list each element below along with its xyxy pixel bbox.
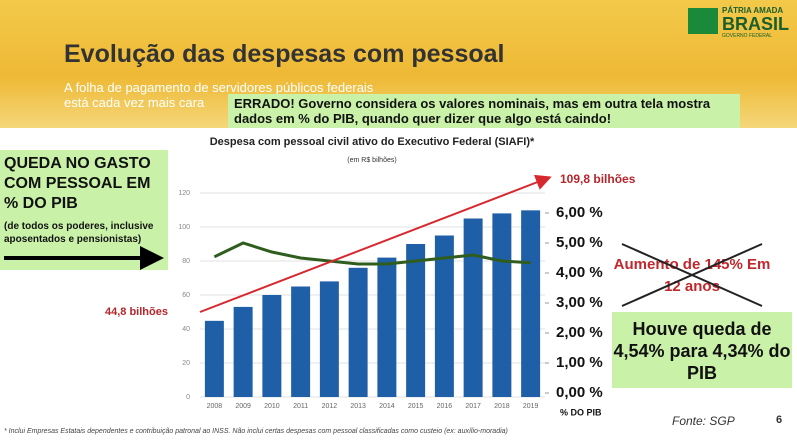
logo-top: PÁTRIA AMADA [722,6,784,15]
x-tick-label: 2019 [523,403,539,410]
line [213,241,531,266]
y-tick-label: 120 [178,190,190,197]
y-tick-label: 100 [178,224,190,231]
y-tick-label: 80 [182,258,190,265]
bar [348,267,368,397]
source: Fonte: SGP [672,414,735,428]
y2-axis-label: % DO PIB [560,407,602,417]
bar [492,213,512,397]
bar [204,320,224,397]
slide-title: Evolução das despesas com pessoal [64,40,505,68]
cross-line [621,243,763,307]
bar [463,218,483,397]
bar [319,281,339,397]
annotation: 44,8 bilhões [105,306,168,318]
bar [262,295,282,397]
page-number: 6 [776,414,783,426]
y2-tick-label: 5,00 % [556,234,603,251]
x-tick-label: 2008 [207,403,223,410]
y2-tick-label: 4,00 % [556,264,603,281]
x-tick-label: 2012 [322,403,338,410]
bar [291,286,311,397]
y2-tick-label: 0,00 % [556,384,603,401]
y2-tick-label: 2,00 % [556,324,603,341]
x-tick-label: 2009 [235,403,251,410]
left-heading: QUEDA NO GASTO COM PESSOAL EM % DO PIB [4,155,151,212]
bar [377,257,397,397]
x-tick-label: 2014 [379,403,395,410]
x-tick-label: 2017 [465,403,481,410]
trend-arrow [199,174,552,313]
x-tick-label: 2010 [264,403,280,410]
x-tick-label: 2015 [408,403,424,410]
slide-subtitle: A folha de pagamento de servidores públi… [64,80,374,110]
annotation: 109,8 bilhões [560,172,636,186]
y-tick-label: 40 [182,326,190,333]
bar [233,306,253,397]
conclusion: Houve queda de 4,54% para 4,34% do PIB [613,319,791,383]
chart-subtitle: (em R$ bilhões) [347,157,396,164]
y-tick-label: 0 [186,394,190,401]
x-tick-label: 2018 [494,403,510,410]
left-note: (de todos os poderes, inclusive aposenta… [4,221,154,245]
y-tick-label: 20 [182,360,190,367]
logo-flag [688,8,718,34]
y2-tick-label: 3,00 % [556,294,603,311]
conclusion-box [612,312,792,388]
x-tick-label: 2011 [293,403,308,410]
bar [434,235,454,397]
footnote: * Inclui Empresas Estatais dependentes e… [4,428,508,435]
y2-tick-label: 1,00 % [556,354,603,371]
x-tick-label: 2013 [350,403,366,410]
bar [406,244,426,397]
logo-main: BRASIL [722,14,789,34]
y2-tick-label: 6,00 % [556,204,603,221]
chart-title: Despesa com pessoal civil ativo do Execu… [210,136,535,148]
callout: ERRADO! Governo considera os valores nom… [228,94,740,128]
x-tick-label: 2016 [437,403,453,410]
bar [521,210,541,397]
y-tick-label: 60 [182,292,190,299]
logo-bottom: GOVERNO FEDERAL [722,33,773,39]
